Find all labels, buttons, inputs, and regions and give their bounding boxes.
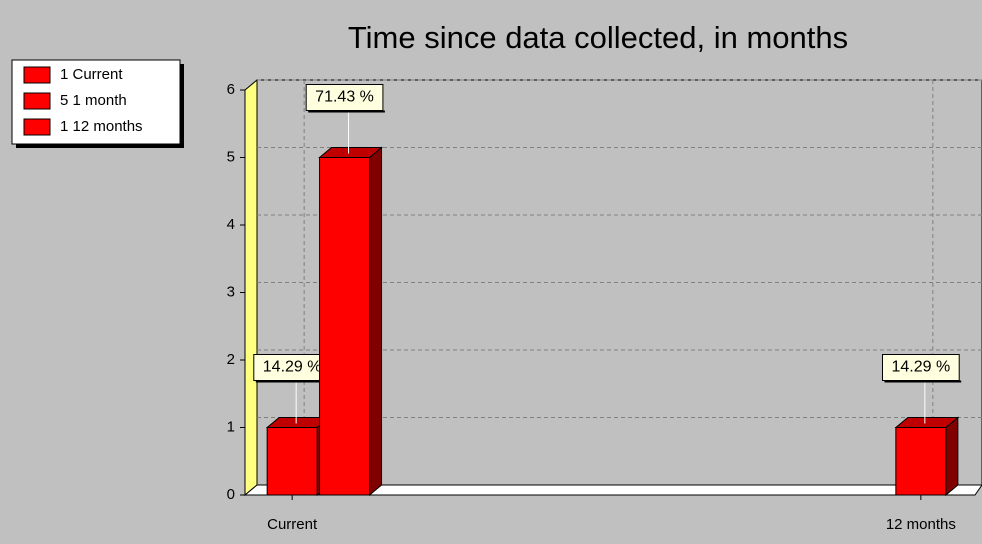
- legend-label: 5 1 month: [60, 92, 127, 109]
- bar-front: [895, 427, 947, 496]
- y-tick-label: 0: [227, 486, 235, 503]
- bar-side: [369, 146, 383, 497]
- legend: 1 Current 5 1 month 1 12 months: [11, 59, 184, 148]
- legend-swatch: [23, 92, 51, 110]
- x-tick-label: Current: [267, 516, 318, 533]
- data-label-box: [881, 354, 960, 381]
- y-tick-label: 1: [227, 418, 235, 435]
- bar: [318, 146, 383, 497]
- left-wall: [244, 78, 258, 497]
- bar-front: [319, 157, 371, 496]
- x-tick-label: 12 months: [886, 516, 956, 533]
- y-tick-label: 2: [227, 351, 235, 368]
- y-tick-label: 5: [227, 148, 235, 165]
- bar: [894, 416, 960, 497]
- data-label: 14.29 %: [263, 359, 322, 376]
- y-tick-label: 4: [227, 216, 235, 233]
- y-tick-label: 6: [227, 81, 235, 98]
- y-tick-label: 3: [227, 283, 235, 300]
- data-label: 14.29 %: [891, 359, 950, 376]
- chart-title: Time since data collected, in months: [348, 20, 848, 55]
- legend-label: 1 12 months: [60, 118, 143, 135]
- legend-swatch: [23, 118, 51, 136]
- legend-swatch: [23, 66, 51, 84]
- data-label: 71.43 %: [315, 89, 374, 106]
- legend-label: 1 Current: [60, 66, 123, 83]
- bar-front: [266, 427, 318, 496]
- bar-side: [945, 416, 959, 497]
- floor: [243, 484, 982, 496]
